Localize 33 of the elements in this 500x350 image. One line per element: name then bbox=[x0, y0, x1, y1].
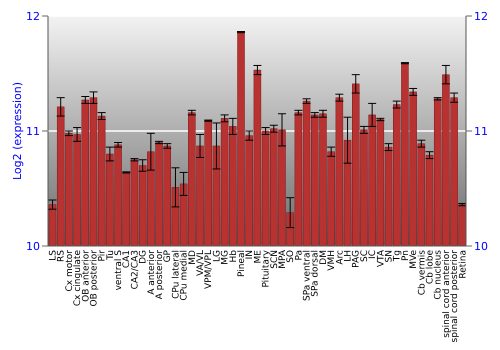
x-tick-label: GP bbox=[163, 249, 174, 262]
y-tick-label: 10 bbox=[26, 240, 40, 253]
y2-tick-label: 10 bbox=[474, 240, 488, 253]
x-tick-label: spinal cord posterior bbox=[450, 250, 460, 342]
x-tick-label: DG bbox=[138, 250, 149, 264]
y2-tick-label: 11 bbox=[474, 124, 488, 138]
x-tick-label: Hb bbox=[228, 250, 239, 262]
x-tick-label: IN bbox=[245, 250, 256, 260]
x-tick-label: A posterior bbox=[155, 250, 166, 300]
x-tick-label: Pir bbox=[98, 250, 108, 262]
x-tick-label: MD bbox=[188, 250, 198, 265]
y2-tick-label: 12 bbox=[474, 10, 488, 23]
x-tick-label: Tg bbox=[392, 250, 403, 262]
x-tick-label: SPa dorsal bbox=[310, 250, 321, 297]
x-tick-label: RS bbox=[56, 250, 67, 262]
x-tick-label: IC bbox=[368, 250, 378, 259]
x-tick-label: Pineal bbox=[237, 250, 247, 277]
y-axis-title: Log2 (expression) bbox=[10, 82, 24, 180]
x-tick-label: SO bbox=[286, 250, 296, 263]
x-tick-label: Arc bbox=[335, 250, 346, 265]
x-tick-label: Pa bbox=[294, 250, 304, 261]
x-tick-label: MVe bbox=[409, 250, 420, 269]
x-tick-label: Pn bbox=[400, 250, 411, 261]
y-tick-label: 11 bbox=[26, 124, 40, 138]
x-tick-label: VMH bbox=[327, 250, 338, 271]
x-tick-label: DM bbox=[318, 250, 329, 265]
x-tick-label: Retina bbox=[458, 250, 468, 279]
x-tick-label: SCN bbox=[270, 250, 280, 269]
x-tick-label: ME bbox=[253, 250, 264, 264]
x-tick-label: CPu medial bbox=[180, 250, 190, 301]
y-tick-label: 12 bbox=[26, 10, 40, 23]
x-tick-label: OB posterior bbox=[89, 250, 100, 307]
x-tick-label: Pituitary bbox=[262, 249, 272, 288]
